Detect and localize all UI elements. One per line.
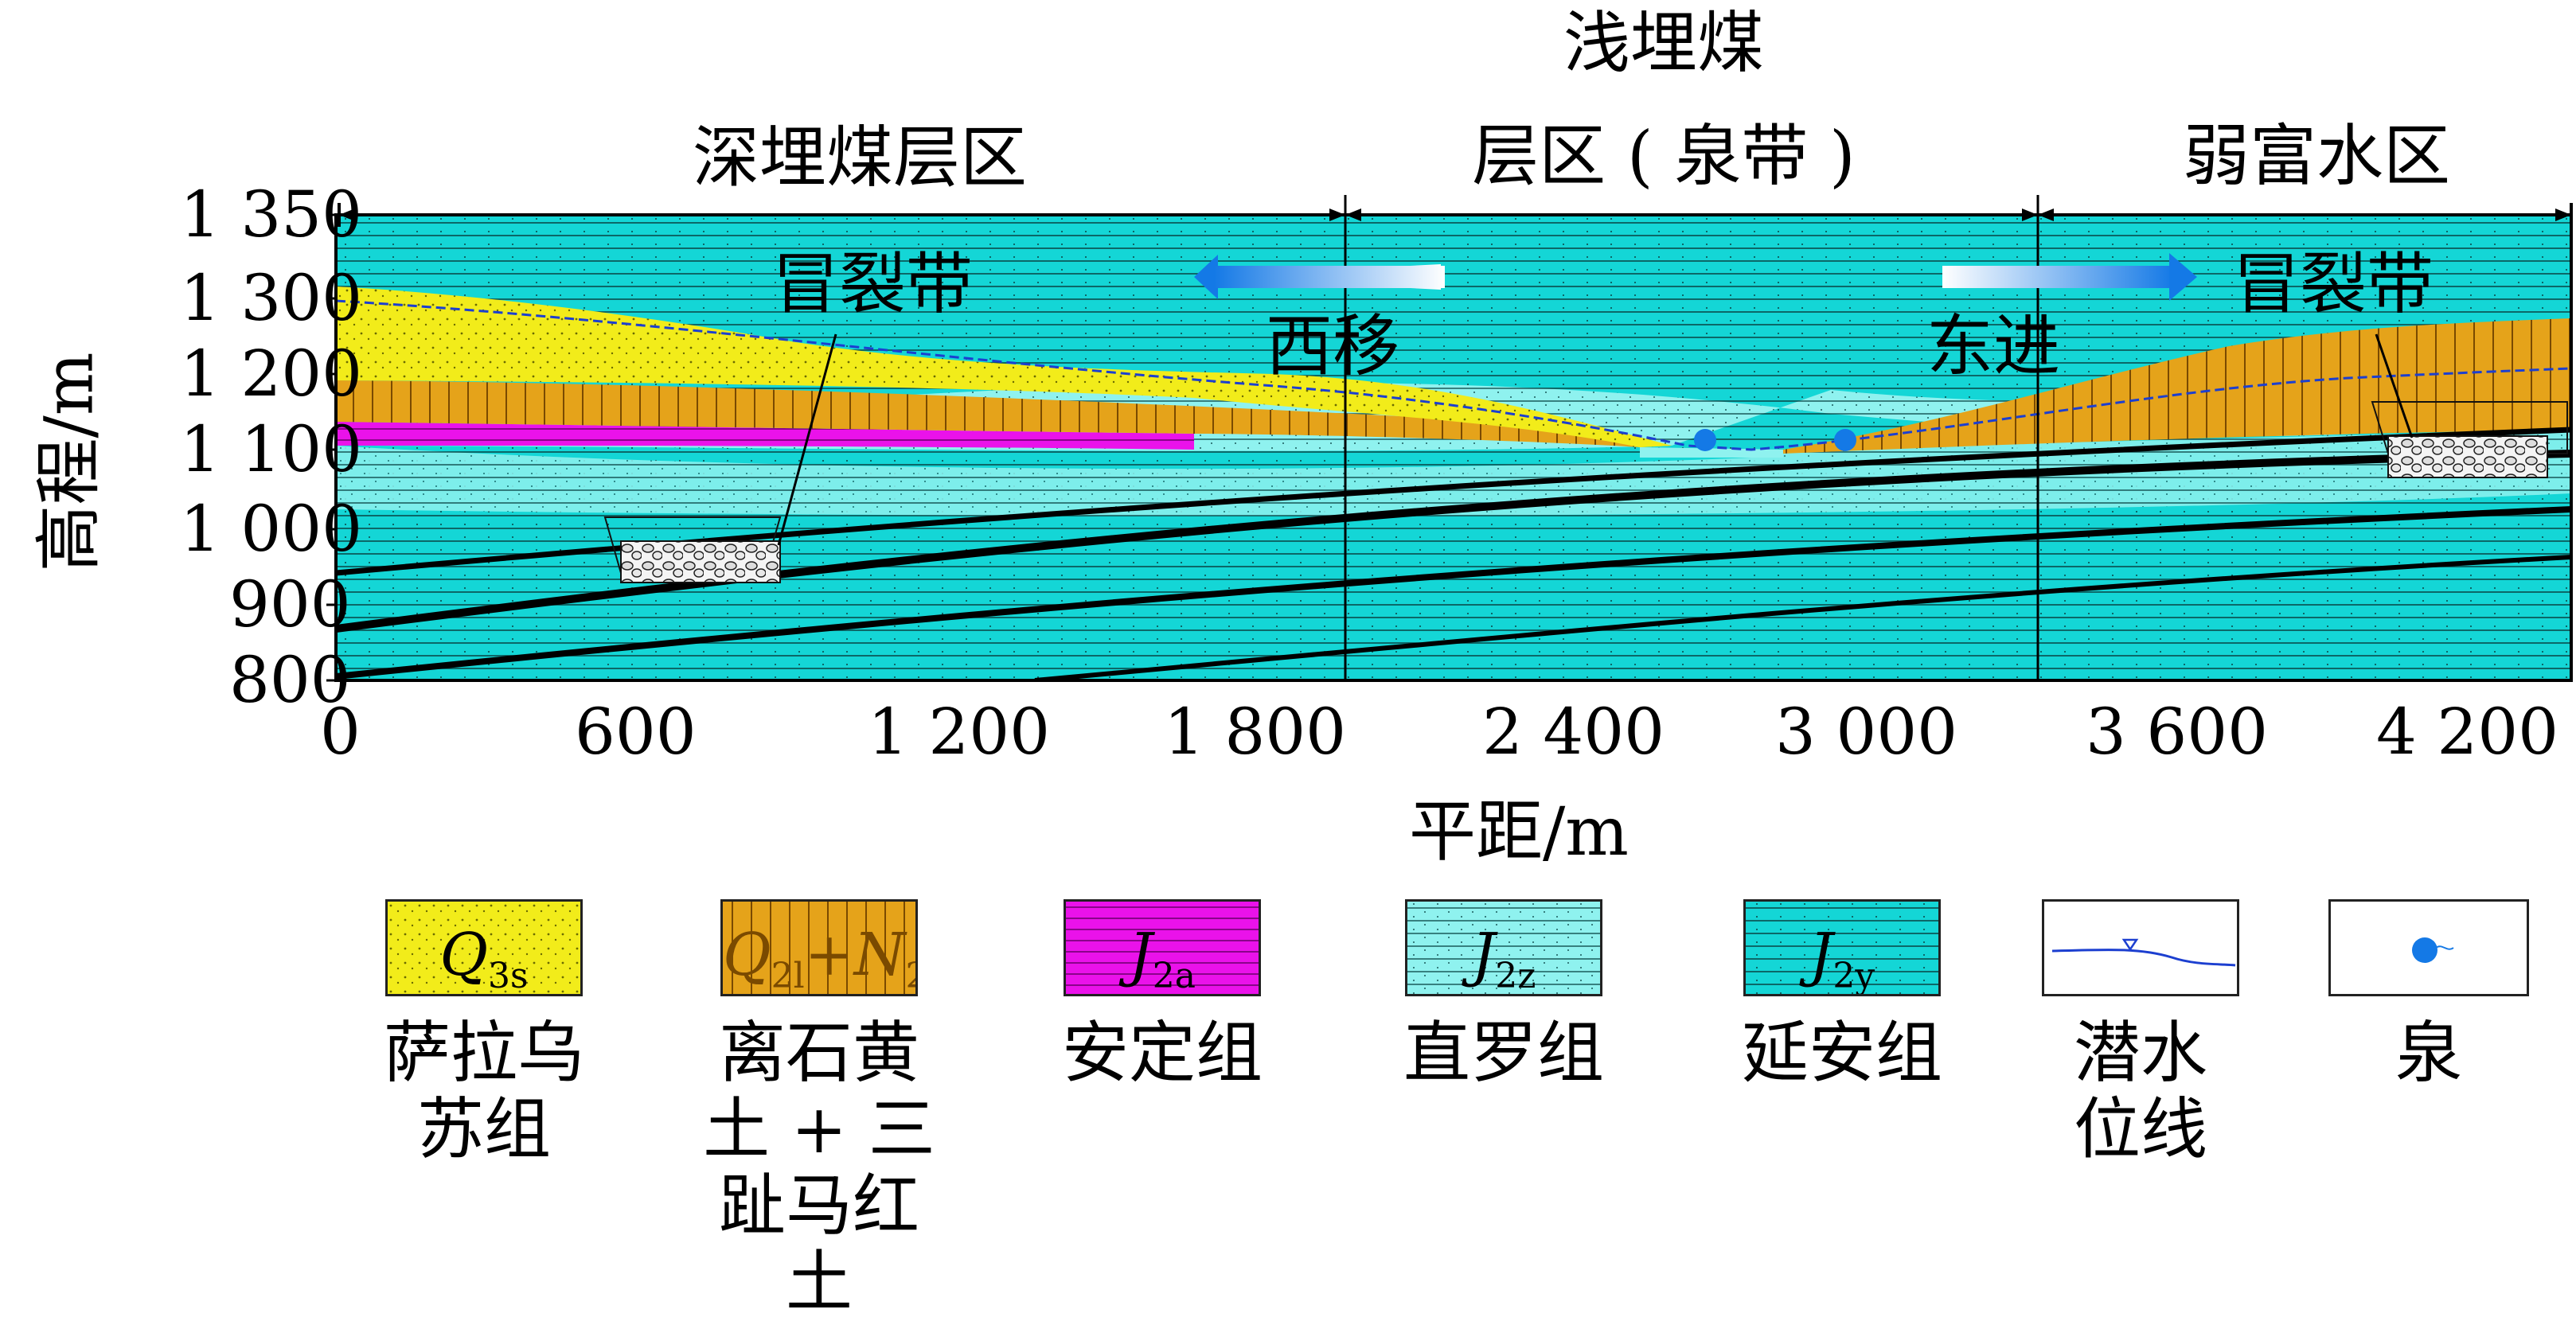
caving-zone-right-rubble xyxy=(2387,435,2548,478)
coal-seam-4 xyxy=(1034,555,2571,680)
legend-swatch-spring xyxy=(2328,899,2529,996)
y-tick-1350: 1 350 xyxy=(180,177,363,251)
x-tick-1200: 1 200 xyxy=(868,695,1051,769)
zone-label-deep: 深埋煤层区 xyxy=(692,119,1027,197)
stratum-loess-right xyxy=(1783,318,2571,454)
legend-caption-j2y: 延安组 xyxy=(1741,1014,1942,1092)
legend-symbol-q3s: Q xyxy=(439,921,489,989)
legend-caption-q3s: 萨拉乌 苏组 xyxy=(383,1014,584,1168)
x-tick-0: 0 xyxy=(320,695,361,769)
spring-icon xyxy=(2412,937,2437,963)
stratum-j2a xyxy=(336,422,1194,450)
legend-swatch-j2a: J2a xyxy=(1064,899,1261,996)
x-tick-600: 600 xyxy=(575,695,697,769)
legend-caption-spring: 泉 xyxy=(2395,1014,2462,1092)
water-table-icon xyxy=(2121,938,2139,952)
legend-swatch-j2y: J2y xyxy=(1743,899,1941,996)
zone-label-weak: 弱富水区 xyxy=(2182,117,2450,195)
spring-2 xyxy=(1834,429,1856,451)
west-shift-label: 西移 xyxy=(1266,307,1400,385)
legend-caption-water-table: 潜水 位线 xyxy=(2073,1014,2207,1168)
stratum-aeolian-left xyxy=(336,286,1672,447)
coal-seam-3 xyxy=(336,506,2571,680)
legend-symbol-j2y: J xyxy=(1809,921,1833,989)
zone-label-shallow-line1: 浅埋煤 xyxy=(1563,4,1764,82)
legend-caption-j2z: 直罗组 xyxy=(1403,1014,1604,1092)
legend-symbol-j2z: J xyxy=(1471,921,1496,989)
legend-swatch-water-table xyxy=(2042,899,2239,996)
y-tick-1300: 1 300 xyxy=(180,261,363,335)
zone-label-shallow-line2: 层区 ( 泉带 ) xyxy=(1472,117,1856,195)
coal-seam-1 xyxy=(336,450,2571,633)
legend-swatch-loess: Q2l+N2b xyxy=(720,899,918,996)
east-advance-label: 东进 xyxy=(1926,307,2061,385)
x-axis-title: 平距/m xyxy=(1409,793,1629,871)
zone-span-arrowheads xyxy=(339,208,2571,221)
caving-zone-label-right: 冒裂带 xyxy=(2233,245,2434,323)
y-tick-1100: 1 100 xyxy=(180,412,363,486)
x-tick-2400: 2 400 xyxy=(1482,695,1665,769)
caving-zone-left-rubble xyxy=(620,540,781,583)
stratum-j2z-lower xyxy=(336,430,2571,516)
y-tick-900: 900 xyxy=(229,567,351,641)
caving-zone-label-left: 冒裂带 xyxy=(772,245,974,323)
legend-symbol-loess: Q xyxy=(723,921,771,989)
caving-zone-right-outline xyxy=(2371,401,2568,454)
x-tick-4200: 4 200 xyxy=(2376,695,2559,769)
y-axis-ticks xyxy=(326,213,336,682)
legend-caption-loess: 离石黄 土 + 三 趾马红土 xyxy=(703,1014,935,1321)
legend-swatch-j2z: J2z xyxy=(1405,899,1602,996)
caving-zone-left-leader xyxy=(777,333,837,546)
y-tick-800: 800 xyxy=(229,643,351,717)
legend-caption-j2a: 安定组 xyxy=(1061,1014,1263,1092)
y-axis-title: 高程/m xyxy=(29,352,108,572)
x-tick-1800: 1 800 xyxy=(1164,695,1347,769)
stratum-loess-left xyxy=(336,380,1672,447)
y-tick-1000: 1 000 xyxy=(180,492,363,566)
x-tick-3000: 3 000 xyxy=(1775,695,1958,769)
zone-span-arrows xyxy=(338,203,2573,227)
spring-1 xyxy=(1694,429,1716,451)
legend-swatch-q3s: Q3s xyxy=(385,899,583,996)
legend-symbol-j2a: J xyxy=(1129,921,1153,989)
caving-zone-right-leader xyxy=(2375,333,2414,438)
y-tick-1200: 1 200 xyxy=(180,337,363,411)
east-advance-arrow xyxy=(1942,266,2173,288)
x-tick-3600: 3 600 xyxy=(2086,695,2269,769)
water-table xyxy=(336,299,2571,451)
